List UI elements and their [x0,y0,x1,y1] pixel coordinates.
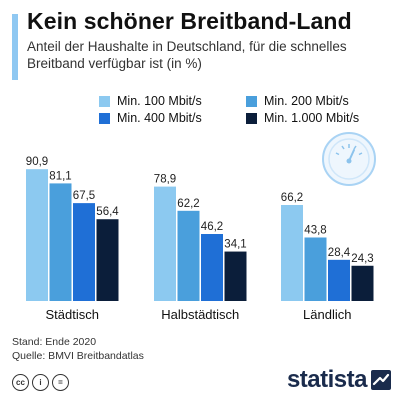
value-label-st-dtisch-min-200-mbit-s: 81,1 [49,170,71,182]
bar-st-dtisch-min-100-mbit-s [26,169,48,301]
nd-icon[interactable]: = [52,374,69,391]
value-label-halbst-dtisch-min-1-000-mbit-s: 34,1 [224,239,246,251]
category-label-halbst-dtisch: Halbstädtisch [161,307,239,322]
license-icons: cc i = [12,374,69,391]
speedometer-icon [322,132,376,186]
cc-icon[interactable]: cc [12,374,29,391]
value-label-l-ndlich-min-200-mbit-s: 43,8 [304,224,326,236]
statista-logo[interactable]: statista [287,366,391,394]
bar-l-ndlich-min-1-000-mbit-s [351,265,374,301]
bar-st-dtisch-min-200-mbit-s [49,183,72,301]
bar-st-dtisch-min-1-000-mbit-s [96,219,119,301]
value-label-l-ndlich-min-400-mbit-s: 28,4 [328,247,351,259]
value-label-halbst-dtisch-min-200-mbit-s: 62,2 [177,198,199,210]
bar-halbst-dtisch-min-100-mbit-s [154,186,176,301]
value-label-st-dtisch-min-400-mbit-s: 67,5 [73,190,95,202]
bar-halbst-dtisch-min-1-000-mbit-s [224,251,247,301]
value-label-halbst-dtisch-min-100-mbit-s: 78,9 [154,174,176,186]
value-label-halbst-dtisch-min-400-mbit-s: 46,2 [201,221,223,233]
bar-halbst-dtisch-min-400-mbit-s [201,234,223,301]
bars-group: 90,981,167,556,4 Städtisch 78,962,246,234,… [26,156,374,322]
chart-title: Kein schöner Breitband-Land [27,8,352,34]
bar-l-ndlich-min-100-mbit-s [281,205,303,301]
chart-subtitle: Anteil der Haushalte in Deutschland, für… [27,39,347,71]
bar-l-ndlich-min-400-mbit-s [328,259,350,301]
value-label-l-ndlich-min-1-000-mbit-s: 24,3 [351,253,373,265]
accent-bar [12,14,18,80]
value-label-st-dtisch-min-1-000-mbit-s: 56,4 [96,206,119,218]
value-label-l-ndlich-min-100-mbit-s: 66,2 [281,192,303,204]
bar-l-ndlich-min-200-mbit-s [304,237,327,301]
value-label-st-dtisch-min-100-mbit-s: 90,9 [26,156,48,168]
by-icon[interactable]: i [32,374,49,391]
bar-halbst-dtisch-min-200-mbit-s [177,210,200,301]
statista-mark-icon [371,370,391,390]
category-label-st-dtisch: Städtisch [46,307,99,322]
bar-st-dtisch-min-400-mbit-s [73,203,95,301]
brand-name: statista [286,366,368,393]
stand-note: Stand: Ende 2020 [12,336,97,348]
category-label-l-ndlich: Ländlich [303,307,351,322]
source-note: Quelle: BMVI Breitbandatlas [12,350,144,362]
bar-chart: 90,981,167,556,4 Städtisch 78,962,246,234,… [26,132,376,322]
